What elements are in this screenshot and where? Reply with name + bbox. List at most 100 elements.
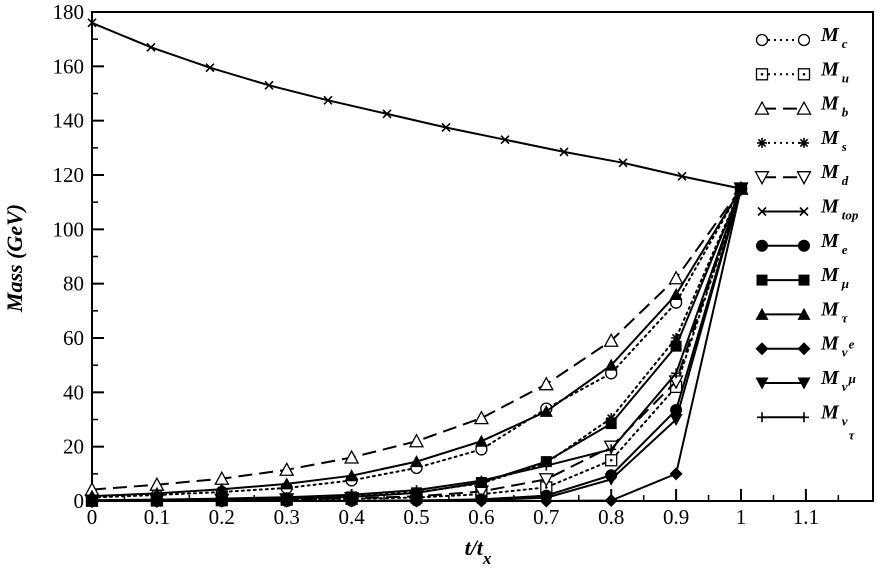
legend-label-sub2: τ (849, 427, 856, 442)
series-τ-point (280, 477, 294, 490)
x-tick-label: 0.4 (338, 505, 365, 529)
legend-entry-d-marker (754, 171, 770, 186)
series-ν-μ-line (92, 188, 742, 502)
legend-entry-d-marker (796, 171, 812, 186)
legend-label-main: M (820, 333, 840, 355)
series-μ-point (605, 418, 617, 430)
series-b-point (344, 449, 360, 464)
x-tick-label: 0.5 (403, 505, 429, 529)
y-tick-label: 140 (53, 109, 85, 133)
y-tick-label: 40 (63, 380, 84, 404)
legend-entry-c-marker (755, 33, 769, 47)
x-tick-label: 0.9 (663, 505, 689, 529)
x-axis-label-sub: x (482, 549, 492, 568)
legend-label-main: M (820, 367, 840, 389)
legend-entry-ν-τ-marker (799, 412, 809, 423)
series-ν-τ-point (216, 493, 227, 504)
y-tick-label: 80 (63, 272, 84, 296)
series-τ-point (215, 482, 229, 495)
x-tick-label: 0.7 (533, 505, 559, 529)
legend-entry-s-marker (757, 137, 767, 148)
legend-entry-c-marker (797, 33, 811, 47)
legend-label-main: M (820, 93, 840, 115)
series-ν-τ-line (91, 188, 742, 502)
legend-label-sub2: μ (848, 371, 856, 386)
series-ν-μ-point (410, 495, 423, 508)
legend-entry-μ-marker (798, 274, 810, 286)
legend-label-sub: u (842, 70, 849, 85)
legend-entry-top-marker (799, 206, 809, 217)
series-τ-point (604, 358, 618, 371)
x-tick-label: 0.3 (274, 505, 300, 529)
legend-label-sub: s (841, 139, 847, 154)
series-u-line (91, 187, 742, 502)
series-b-point (279, 461, 295, 476)
series-b-point (668, 270, 684, 285)
legend-entry-s-marker (799, 137, 809, 148)
series-top-point (264, 80, 274, 90)
marker-dot (609, 458, 613, 462)
series-τ-point (410, 455, 423, 468)
series-d-point (538, 473, 554, 488)
series-ν-μ-point (345, 495, 359, 508)
series-top-point (559, 147, 569, 157)
legend-entry-τ-marker (755, 307, 769, 320)
series-top (87, 18, 746, 194)
series-τ-point (539, 404, 553, 417)
series-ν-μ-point (474, 494, 488, 507)
series-ν-τ-point (606, 444, 617, 455)
series-top-point (382, 109, 392, 119)
series-τ-point (345, 469, 359, 482)
legend-entry-e-marker (756, 239, 768, 252)
series-s-line (91, 187, 742, 502)
legend-label-main: M (820, 264, 840, 286)
y-tick-label: 60 (63, 326, 84, 350)
legend-entry-ν-e-marker (755, 342, 769, 356)
x-axis-label-main: t/t (465, 535, 484, 560)
series-ν-τ-point (736, 183, 746, 194)
legend-entry-u-marker (797, 68, 811, 81)
x-tick-label: 0.2 (209, 505, 235, 529)
axes: 0 20 40 60 80 100 120 140 160 180 0 0.1 0.2 0.3 0.4 0.5… (53, 0, 874, 529)
legend-entry-ν-μ-marker (797, 377, 811, 390)
marker-dot (760, 73, 764, 76)
series-ν-τ-point (411, 485, 422, 496)
y-tick-label: 20 (63, 435, 84, 459)
series-ν-e-point (604, 493, 618, 507)
series-ν-τ (87, 183, 746, 506)
legend-entry-top-marker (757, 206, 767, 217)
legend-label-sub: ν (842, 413, 848, 428)
series-ν-τ-point (151, 494, 162, 505)
legend-entry-b-marker (754, 100, 770, 115)
series-τ-point (474, 434, 488, 447)
series-top-point (323, 95, 333, 105)
series-e-line (92, 188, 742, 502)
legend-label-sub: e (842, 242, 848, 257)
series-ν-τ-point (476, 475, 487, 486)
series-ν-τ-point (87, 495, 97, 506)
legend-entry-u-marker (755, 68, 769, 81)
series-ν-μ-point (539, 492, 553, 505)
series-ν-e-point (669, 467, 683, 481)
series-ν-μ-point (604, 473, 618, 486)
legend-label-sub: d (842, 173, 849, 188)
legend-label-sub2: e (849, 337, 855, 352)
legend-label-main: M (820, 401, 840, 423)
series-top-point (205, 63, 215, 73)
legend-label-main: M (820, 196, 840, 218)
legend-label-sub: μ (841, 276, 849, 291)
